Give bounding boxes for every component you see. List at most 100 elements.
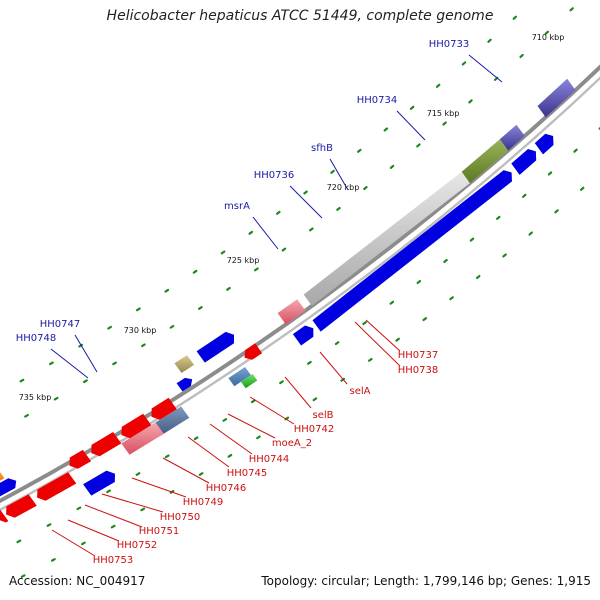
gene-label-reverse: HH0744 <box>249 454 290 465</box>
tick-mark <box>330 169 335 174</box>
scale-label: 735 kbp <box>19 393 52 402</box>
tick-mark <box>80 541 86 546</box>
gene-moea-2 <box>69 449 92 469</box>
gene-hh0744 <box>83 470 115 496</box>
tick-mark <box>50 558 56 562</box>
scale-label: 715 kbp <box>427 109 460 118</box>
gene-hh0736 <box>196 331 234 363</box>
tick-mark <box>76 506 82 511</box>
tick-mark <box>279 380 284 385</box>
gene-label-reverse: HH0745 <box>227 468 268 479</box>
gene-hh0748 <box>0 478 17 497</box>
tick-mark <box>226 286 231 291</box>
feature-purple-band <box>537 78 576 118</box>
tick-mark <box>435 83 441 88</box>
tick-mark <box>281 247 287 252</box>
tick-mark <box>248 230 254 235</box>
tick-mark <box>416 279 422 285</box>
feature-orange-band <box>0 472 5 481</box>
gene-hh0749 <box>0 509 9 523</box>
tick-mark <box>198 472 204 476</box>
gene-label-reverse: HH0752 <box>117 540 158 551</box>
leader-line <box>289 185 323 219</box>
tick-mark <box>519 53 524 59</box>
gene-label-reverse: HH0742 <box>294 424 335 435</box>
tick-mark <box>422 317 428 322</box>
feature-pink-band <box>277 299 306 325</box>
scale-label: 725 kbp <box>227 256 260 265</box>
tick-mark <box>449 296 454 301</box>
leader-line <box>162 457 210 484</box>
feature-olive-band <box>461 139 509 184</box>
tick-mark <box>24 413 29 418</box>
leader-line <box>101 493 164 513</box>
tick-mark <box>110 524 116 529</box>
gene-label-forward: HH0736 <box>254 170 295 181</box>
feature-purple-band <box>499 124 525 151</box>
tick-mark <box>106 489 111 494</box>
gene-label-forward: sfhB <box>311 143 333 154</box>
feature-khaki-band <box>174 355 195 373</box>
tick-mark <box>107 325 112 330</box>
gene-label-forward: HH0747 <box>40 319 81 330</box>
feature-selb-band <box>151 406 190 437</box>
tick-mark <box>53 396 59 401</box>
tick-mark <box>469 237 475 242</box>
tick-mark <box>502 253 507 258</box>
gene-label-reverse: HH0738 <box>398 365 439 376</box>
feature-green-band <box>241 374 258 389</box>
tick-mark <box>198 306 203 310</box>
tick-mark <box>46 523 52 527</box>
tick-mark <box>49 361 54 366</box>
tick-mark <box>409 105 415 110</box>
tick-mark <box>140 507 146 512</box>
tick-mark <box>275 210 281 215</box>
gene-label-forward: HH0748 <box>16 333 57 344</box>
leader-line <box>50 348 89 379</box>
gene-label-reverse: selB <box>312 410 333 421</box>
label-layer: 710 kbp 715 kbp 720 kbp 725 kbp 730 kbp 735 k… <box>16 33 565 566</box>
tick-mark <box>468 99 473 104</box>
gene-hh0746 <box>6 494 37 518</box>
tick-mark <box>362 321 367 326</box>
leader-line <box>131 477 187 498</box>
tick-mark <box>227 453 233 458</box>
gene-label-forward: HH0733 <box>429 39 470 50</box>
leader-line <box>74 334 98 373</box>
leader-line <box>284 376 312 409</box>
tick-mark <box>528 231 533 236</box>
tick-mark <box>579 186 585 191</box>
tick-mark <box>389 300 395 305</box>
tick-mark <box>363 186 368 191</box>
tick-mark <box>461 61 467 66</box>
leader-line <box>84 504 143 528</box>
gene-hh0733 <box>511 149 537 175</box>
genome-summary-text: Topology: circular; Length: 1,799,146 bp… <box>261 574 591 588</box>
gene-hh0742 <box>91 432 122 457</box>
gene-layer <box>0 78 576 523</box>
gene-sela <box>151 397 177 420</box>
tick-mark <box>336 206 341 211</box>
tick-mark <box>135 472 141 476</box>
leader-line <box>319 351 348 385</box>
tick-mark <box>303 190 308 195</box>
gene-label-reverse: HH0753 <box>93 555 134 566</box>
tick-mark <box>19 378 25 383</box>
tick-mark <box>554 209 559 214</box>
gene-label-reverse: HH0749 <box>183 497 224 508</box>
feature-steel-band <box>228 367 251 387</box>
leader-line <box>396 110 426 141</box>
scale-label: 720 kbp <box>327 183 360 192</box>
scale-label: 730 kbp <box>124 326 157 335</box>
tick-mark <box>16 539 22 544</box>
tick-mark <box>357 148 362 153</box>
gene-label-reverse: selA <box>350 386 371 397</box>
tick-mark <box>256 435 261 440</box>
gene-label-reverse: HH0751 <box>139 526 180 537</box>
tick-mark <box>250 399 256 404</box>
leader-line <box>51 529 96 557</box>
feature-sela-band <box>121 422 164 455</box>
leader-line <box>187 436 230 468</box>
leader-line <box>249 396 295 425</box>
leader-line <box>468 54 503 83</box>
